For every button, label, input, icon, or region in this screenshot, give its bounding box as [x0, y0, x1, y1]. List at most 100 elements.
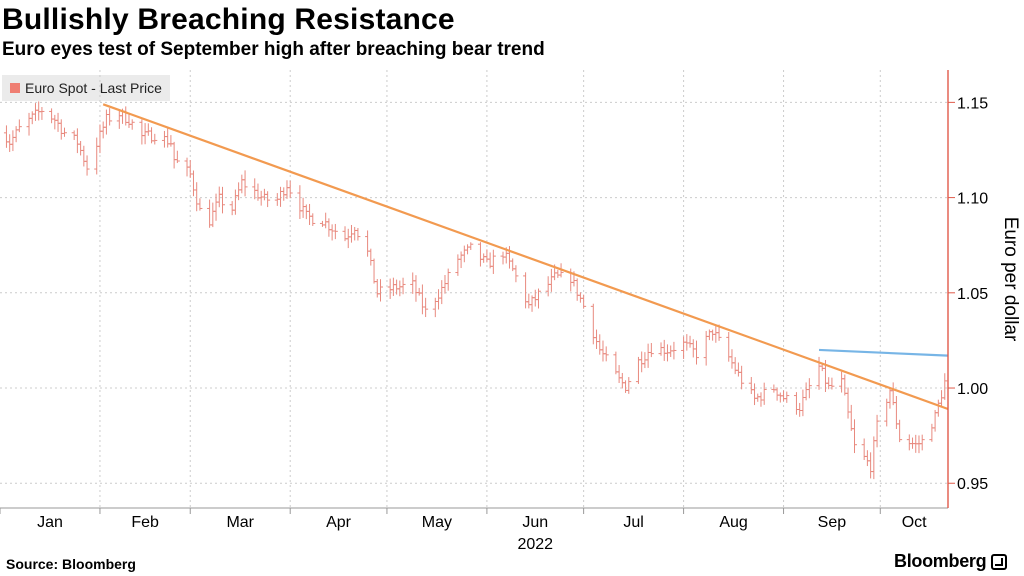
price-bar — [55, 112, 61, 132]
price-bar — [851, 419, 857, 454]
price-bar — [739, 365, 745, 390]
price-bar — [432, 297, 438, 318]
price-bar — [242, 170, 248, 197]
price-bar — [49, 108, 55, 124]
price-bar — [616, 365, 622, 384]
price-bar — [906, 434, 912, 451]
price-bar — [513, 265, 519, 283]
price-bar — [323, 212, 329, 229]
legend: Euro Spot - Last Price — [2, 75, 170, 101]
price-bar — [935, 399, 941, 417]
price-bar — [142, 123, 148, 145]
price-bar — [152, 133, 158, 145]
price-bar — [371, 258, 377, 284]
price-bar — [781, 390, 787, 402]
price-bar — [239, 174, 245, 194]
price-bar — [394, 279, 400, 295]
price-bar — [868, 452, 874, 479]
price-bar — [171, 141, 177, 169]
price-bar — [413, 275, 419, 302]
price-bar — [416, 287, 422, 296]
price-bar — [74, 128, 80, 154]
price-bar — [197, 198, 203, 211]
price-bar — [29, 111, 35, 125]
x-tick-label: Mar — [226, 514, 254, 531]
x-axis-year-label: 2022 — [517, 536, 553, 553]
price-bar — [458, 251, 464, 269]
price-bar — [439, 280, 445, 305]
price-bar — [84, 155, 90, 176]
price-bar — [500, 251, 506, 265]
price-bar — [355, 227, 361, 241]
y-tick-label: 1.10 — [957, 191, 988, 208]
price-bar — [436, 289, 442, 310]
x-tick-label: Jun — [522, 514, 548, 531]
price-bar — [600, 340, 606, 362]
price-bar — [7, 134, 13, 152]
price-bar — [442, 275, 448, 294]
price-bar — [523, 272, 529, 309]
price-bar — [26, 112, 32, 136]
bear-trendline — [102, 103, 949, 411]
price-bar — [603, 346, 609, 362]
price-bar — [661, 339, 667, 361]
price-bar — [771, 384, 777, 393]
price-bar — [942, 373, 948, 400]
price-bar — [10, 130, 16, 152]
brand-name: Bloomberg — [894, 551, 987, 571]
x-tick-label: Jul — [623, 514, 643, 531]
price-bar — [752, 383, 758, 406]
price-bar — [748, 376, 754, 394]
price-bar — [165, 127, 171, 148]
chart-subtitle: Euro eyes test of September high after b… — [2, 39, 545, 60]
price-bar — [639, 351, 645, 373]
price-bar — [423, 297, 429, 318]
price-bar — [477, 242, 483, 267]
price-bar — [129, 119, 135, 130]
x-tick-label: Sep — [818, 514, 847, 531]
price-bar — [461, 245, 467, 263]
price-bar — [548, 268, 554, 292]
price-bar — [803, 382, 809, 401]
price-bar — [400, 277, 406, 295]
price-bar — [410, 272, 416, 294]
price-bar — [713, 325, 719, 343]
price-bar — [58, 119, 64, 140]
price-bar — [916, 435, 922, 454]
price-bar — [800, 389, 806, 417]
price-bar — [216, 186, 222, 208]
september-high-line — [818, 348, 949, 357]
y-tick-label: 1.15 — [957, 95, 988, 112]
gridlines — [0, 70, 948, 508]
price-bar — [310, 213, 316, 226]
price-bar — [210, 202, 216, 228]
price-bar — [671, 341, 677, 360]
price-bar — [684, 334, 690, 351]
y-tick-label: 0.95 — [957, 476, 988, 493]
price-bar — [706, 329, 712, 341]
price-bar — [545, 276, 551, 297]
price-bar — [161, 130, 167, 148]
price-bar — [526, 293, 532, 309]
price-bar — [897, 419, 903, 443]
trend-lines — [102, 103, 949, 411]
price-bar — [168, 135, 174, 147]
price-bar — [190, 170, 196, 197]
price-bar — [919, 434, 925, 451]
x-tick-label: Oct — [902, 514, 927, 531]
price-bar — [484, 249, 490, 263]
price-bar — [455, 254, 461, 276]
price-bar — [465, 244, 471, 255]
price-bar — [635, 356, 641, 384]
price-bar — [252, 178, 258, 200]
price-bar — [419, 284, 425, 315]
price-bar — [387, 278, 393, 299]
price-bar — [481, 253, 487, 263]
price-bar — [735, 362, 741, 377]
legend-swatch — [10, 83, 20, 93]
bloomberg-logo: Bloomberg — [894, 551, 1008, 572]
price-bar — [219, 186, 225, 214]
price-bar — [687, 335, 693, 348]
price-bar — [710, 329, 716, 341]
